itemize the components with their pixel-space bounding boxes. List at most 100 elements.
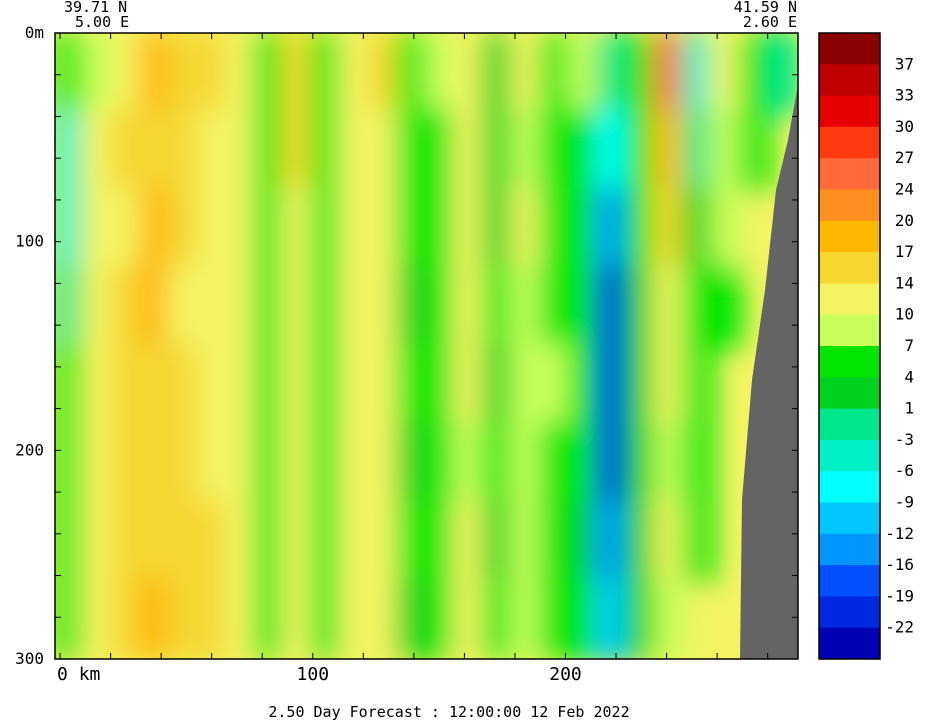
field-cell [110,109,143,192]
field-cell [253,109,286,192]
field-cell [481,265,515,348]
field-cell [338,109,372,192]
field-cell [595,109,629,192]
field-cell [481,422,515,505]
field-cell [367,187,400,270]
field-cell [110,265,143,348]
colorbar-segment [819,158,880,190]
x-tick-label: 200 [549,664,582,685]
colorbar-segment [819,533,880,566]
field-cell [138,109,172,192]
field-cell [595,265,629,348]
field-cell [253,33,286,114]
field-cell [567,422,600,505]
y-tick-label: 200 [15,440,44,459]
field-cell [424,109,458,192]
field-cell [253,578,286,659]
field-cell [567,265,600,348]
field-cell [81,187,115,270]
field-cell [167,109,200,192]
colorbar-segment [819,408,880,441]
field-cell [395,578,429,659]
field-cell [424,422,458,505]
field-cell [624,344,658,427]
field-cell [510,187,543,270]
x-axis-labels: 0 km 100 200 [57,664,582,685]
colorbar-label: -3 [895,430,914,449]
right-latitude-label: 41.59 N [734,0,797,16]
colorbar-label: 20 [895,211,914,230]
field-cell [510,578,543,659]
field-cell [281,422,315,505]
field-cell [653,422,686,505]
field-cell [167,578,200,659]
colorbar-segment [819,346,880,378]
field-cell [595,500,629,583]
field-cell [195,265,229,348]
field-cell [595,422,629,505]
left-longitude-label: 5.00 E [75,13,129,31]
colorbar-label: 37 [895,54,914,73]
colorbar-label: -19 [885,586,914,605]
field-cell [195,422,229,505]
field-cell [281,578,315,659]
field-cell [138,265,172,348]
field-cell [367,344,400,427]
field-cell [453,187,486,270]
colorbar-frame [818,32,881,660]
field-cell [310,109,343,192]
field-cell [424,265,458,348]
field-cell [253,500,286,583]
field-cell [624,109,658,192]
colorbar-label: -6 [895,461,914,480]
colorbar-segment [819,314,880,347]
field-cell [55,422,86,505]
field-cell [653,187,686,270]
field-cell [224,578,258,659]
field-cell [424,187,458,270]
field-cell [195,344,229,427]
colorbar-segment [819,126,880,159]
field-cell [81,33,115,114]
field-cell [538,578,572,659]
field-cell [710,265,743,348]
field-cell [681,265,715,348]
field-cell [138,344,172,427]
field-cell [481,187,515,270]
field-cell [538,33,572,114]
field-cell [110,187,143,270]
field-cell [567,187,600,270]
field-cell [595,187,629,270]
field-cell [453,33,486,114]
field-cell [395,265,429,348]
axis-ticks [55,32,798,660]
field-cell [167,33,200,114]
field-cell [567,500,600,583]
colorbar-label: 30 [895,117,914,136]
field-cell [195,109,229,192]
field-cell [110,500,143,583]
field-cell [510,344,543,427]
x-tick-label: 100 [297,664,330,685]
field-cell [253,344,286,427]
field-cell [653,344,686,427]
field-cell [338,578,372,659]
field-cell [653,109,686,192]
field-cell [624,500,658,583]
field-cell [81,344,115,427]
field-cell [224,187,258,270]
field-cell [538,422,572,505]
field-cell [167,500,200,583]
field-cell [338,422,372,505]
colorbar-segment [819,627,880,660]
field-cell [338,500,372,583]
colorbar-label: 14 [895,273,914,292]
field-cell [424,578,458,659]
field-cell [338,33,372,114]
y-tick-label: 100 [15,232,44,251]
field-cell [395,187,429,270]
field-cell [55,344,86,427]
field-cell [367,33,400,114]
field-cell [167,422,200,505]
field-cell [338,265,372,348]
